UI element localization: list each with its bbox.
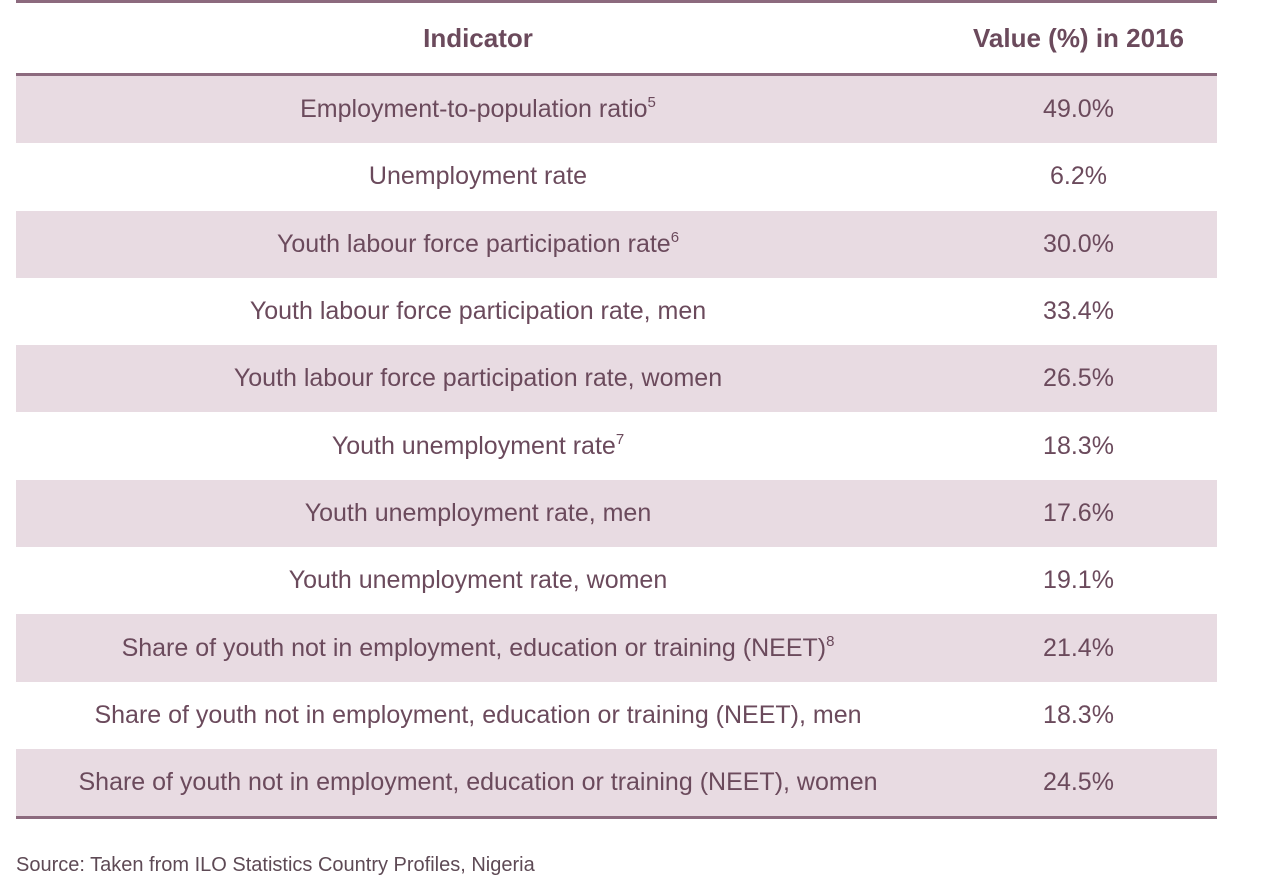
row-indicator: Share of youth not in employment, educat…: [16, 768, 940, 797]
table-row: Share of youth not in employment, educat…: [16, 748, 1217, 817]
row-value: 6.2%: [1050, 162, 1107, 191]
footnote-marker: 7: [615, 430, 625, 448]
source-note: Source: Taken from ILO Statistics Countr…: [16, 854, 535, 876]
row-value: 19.1%: [1043, 566, 1114, 595]
row-indicator-label: Share of youth not in employment, educat…: [78, 768, 878, 797]
row-indicator-label: Employment-to-population ratio: [300, 95, 648, 124]
row-indicator: Employment-to-population ratio5: [16, 95, 940, 124]
row-indicator: Youth labour force participation rate, w…: [16, 364, 940, 393]
row-value: 30.0%: [1043, 229, 1114, 258]
row-indicator: Unemployment rate: [16, 162, 940, 191]
row-indicator: Youth unemployment rate7: [16, 432, 940, 461]
header-indicator: Indicator: [423, 22, 533, 53]
row-indicator-label: Youth unemployment rate, men: [304, 498, 652, 527]
row-value: 21.4%: [1043, 633, 1114, 662]
row-value: 26.5%: [1043, 364, 1114, 393]
row-indicator: Youth unemployment rate, women: [16, 566, 940, 595]
footnote-marker: 6: [670, 228, 680, 246]
header-value: Value (%) in 2016: [973, 22, 1184, 53]
table-row: Unemployment rate 6.2%: [16, 143, 1217, 210]
row-indicator-label: Share of youth not in employment, educat…: [121, 633, 827, 662]
row-indicator: Youth unemployment rate, men: [16, 499, 940, 528]
table-row: Share of youth not in employment, educat…: [16, 682, 1217, 749]
row-value: 18.3%: [1043, 431, 1114, 460]
row-value: 18.3%: [1043, 700, 1114, 729]
row-indicator: Youth labour force participation rate, m…: [16, 297, 940, 326]
table-row: Youth labour force participation rate6 30…: [16, 210, 1217, 278]
row-indicator-label: Youth unemployment rate, women: [288, 566, 668, 595]
table-row: Youth unemployment rate, women 19.1%: [16, 547, 1217, 614]
row-indicator-label: Unemployment rate: [368, 162, 588, 191]
row-indicator-label: Youth labour force participation rate, m…: [249, 297, 707, 326]
table-row: Employment-to-population ratio5 49.0%: [16, 76, 1217, 144]
row-indicator-label: Youth unemployment rate: [331, 431, 616, 460]
table-top-rule: [16, 0, 1217, 3]
table-row: Youth labour force participation rate, m…: [16, 278, 1217, 345]
table-row: Share of youth not in employment, educat…: [16, 614, 1217, 682]
table-header-row: Indicator Value (%) in 2016: [16, 3, 1217, 76]
row-value: 24.5%: [1043, 768, 1114, 797]
table-row: Youth labour force participation rate, w…: [16, 345, 1217, 413]
row-indicator-label: Share of youth not in employment, educat…: [94, 700, 862, 729]
table-body: Employment-to-population ratio5 49.0% Unem…: [16, 76, 1217, 817]
row-indicator: Youth labour force participation rate6: [16, 230, 940, 259]
row-value: 17.6%: [1043, 498, 1114, 527]
footnote-marker: 5: [647, 94, 656, 112]
table-row: Youth unemployment rate, men 17.6%: [16, 479, 1217, 548]
indicator-table: Indicator Value (%) in 2016 Employment-t…: [16, 0, 1217, 820]
row-value: 33.4%: [1043, 297, 1114, 326]
row-indicator: Share of youth not in employment, educat…: [16, 701, 940, 730]
row-indicator-label: Youth labour force participation rate, w…: [233, 364, 723, 393]
table-bottom-rule: [16, 816, 1217, 820]
row-indicator-label: Youth labour force participation rate: [276, 229, 671, 258]
table-row: Youth unemployment rate7 18.3%: [16, 412, 1217, 479]
row-indicator: Share of youth not in employment, educat…: [16, 634, 940, 663]
footnote-marker: 8: [826, 632, 835, 650]
row-value: 49.0%: [1043, 95, 1114, 124]
